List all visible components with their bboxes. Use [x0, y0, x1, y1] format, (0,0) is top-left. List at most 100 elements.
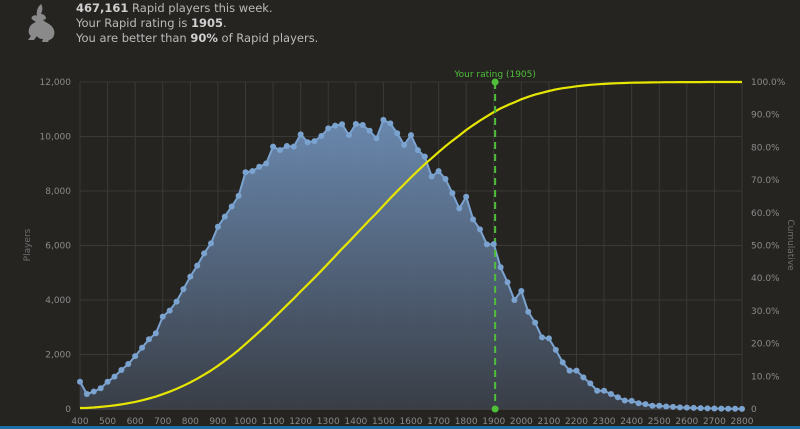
players-point [263, 160, 270, 167]
players-area [80, 119, 742, 410]
players-point [380, 116, 387, 123]
x-tick-label: 1000 [234, 417, 257, 427]
players-point [628, 397, 635, 404]
players-point [159, 313, 166, 320]
x-tick-label: 2800 [731, 417, 754, 427]
players-point [476, 226, 483, 233]
players-point [132, 353, 139, 360]
x-tick-label: 500 [99, 417, 116, 427]
players-point [352, 120, 359, 127]
players-point [683, 404, 690, 411]
players-point [276, 147, 283, 154]
players-point [414, 147, 421, 154]
players-point [690, 404, 697, 411]
x-tick-label: 2400 [620, 417, 643, 427]
players-point [290, 143, 297, 150]
players-point [366, 127, 373, 134]
y-tick-label: 8,000 [45, 187, 71, 197]
your-rating-top-dot [491, 78, 499, 86]
players-point [656, 402, 663, 409]
players-point [649, 402, 656, 409]
players-point [566, 367, 573, 374]
players-point [504, 279, 511, 286]
players-point [345, 132, 352, 139]
players-point [663, 403, 670, 410]
players-point [152, 330, 159, 337]
players-point [401, 141, 408, 148]
players-point [208, 240, 215, 247]
players-point [676, 404, 683, 411]
players-point [594, 387, 601, 394]
players-point [194, 262, 201, 269]
players-point [539, 334, 546, 341]
x-tick-label: 1600 [400, 417, 423, 427]
players-point [90, 388, 97, 395]
players-point [470, 216, 477, 223]
players-point [297, 131, 304, 138]
players-point [408, 132, 414, 139]
players-point [394, 130, 401, 137]
x-tick-label: 600 [127, 417, 144, 427]
players-point [166, 307, 173, 314]
players-point [421, 153, 428, 160]
x-tick-label: 2100 [537, 417, 560, 427]
players-point [139, 344, 146, 351]
players-point [339, 121, 346, 128]
players-point [428, 173, 435, 180]
players-point [387, 120, 394, 127]
y-tick-label: 4,000 [45, 296, 71, 306]
players-point [670, 403, 677, 410]
rabbit-icon [28, 4, 55, 42]
players-point [435, 168, 442, 175]
players-point [490, 241, 497, 248]
x-tick-label: 1100 [262, 417, 285, 427]
y-tick-label: 6,000 [45, 242, 71, 252]
players-point [83, 391, 90, 398]
players-point [311, 138, 318, 145]
players-point [725, 405, 732, 412]
players-point [697, 405, 704, 412]
bottom-bar [0, 426, 800, 429]
players-point [559, 359, 566, 366]
players-point [711, 405, 718, 412]
players-point [201, 250, 208, 257]
players-point [525, 308, 532, 315]
players-point [270, 143, 277, 150]
x-tick-label: 2600 [675, 417, 698, 427]
players-point [325, 125, 332, 132]
x-tick-label: 800 [182, 417, 199, 427]
players-point [518, 288, 525, 295]
players-point [732, 405, 739, 412]
y2-tick-label: 20.0% [751, 340, 780, 350]
players-point [587, 380, 594, 387]
x-tick-label: 400 [71, 417, 88, 427]
players-point [111, 373, 118, 380]
x-tick-label: 1200 [289, 417, 312, 427]
players-point [642, 401, 649, 408]
summary-header: 467,161 Rapid players this week. Your Ra… [0, 0, 800, 50]
players-point [635, 400, 642, 407]
y2-tick-label: 50.0% [751, 242, 780, 252]
players-point [304, 139, 311, 146]
players-point [104, 378, 111, 385]
x-tick-label: 2000 [510, 417, 533, 427]
y2-tick-label: 10.0% [751, 372, 780, 382]
players-point [573, 367, 580, 374]
players-point [497, 264, 504, 271]
y2-tick-label: 40.0% [751, 274, 780, 284]
players-point [235, 192, 242, 199]
players-point [359, 122, 366, 129]
y2-tick-label: 60.0% [751, 209, 780, 219]
y2-tick-label: 0 [751, 405, 757, 415]
x-tick-label: 2200 [565, 417, 588, 427]
players-point [545, 335, 552, 342]
x-tick-label: 1300 [317, 417, 340, 427]
x-tick-label: 900 [209, 417, 226, 427]
x-tick-label: 1900 [482, 417, 505, 427]
your-rating-label: Your rating (1905) [453, 70, 536, 80]
players-point [97, 385, 104, 392]
players-point [621, 397, 628, 404]
players-point [256, 163, 263, 170]
y2-tick-label: 80.0% [751, 143, 780, 153]
